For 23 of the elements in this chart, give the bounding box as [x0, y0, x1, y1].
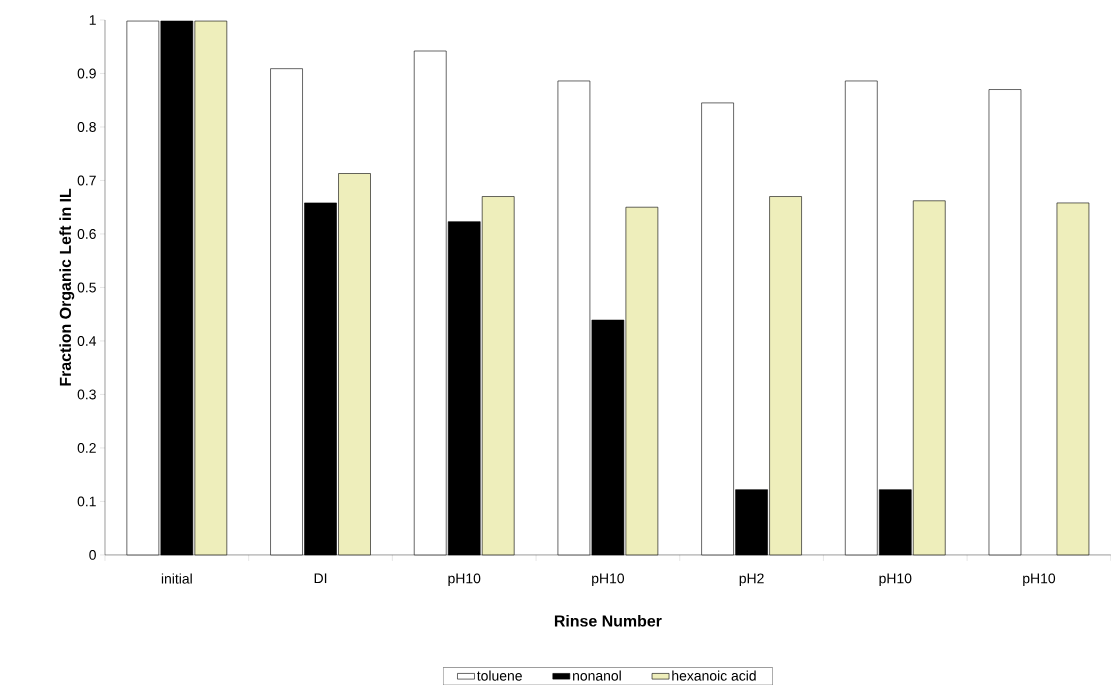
x-axis-title: Rinse Number	[554, 614, 662, 627]
y-tick-label: 0.9	[77, 68, 96, 79]
x-tick-label: pH10	[448, 573, 481, 586]
y-tick-label: 0.2	[77, 442, 96, 453]
x-tick-label: pH2	[739, 573, 764, 586]
x-tick-label: pH10	[879, 573, 912, 586]
x-tick-label: pH10	[1023, 573, 1056, 586]
y-tick-label: 0.3	[77, 389, 96, 400]
y-tick-label: 1	[89, 15, 96, 25]
y-tick-label: 0.7	[77, 175, 96, 186]
x-tick-label: initial	[161, 573, 192, 584]
y-tick-label: 0.5	[77, 282, 96, 293]
y-axis-title: Fraction Organic Left in IL	[59, 188, 75, 386]
y-tick-label: 0.6	[77, 228, 96, 239]
x-tick-label: DI	[314, 573, 327, 583]
y-tick-label: 0.4	[77, 335, 97, 346]
y-tick-label: 0.8	[77, 121, 96, 132]
legend-label: hexanoic acid	[672, 670, 756, 681]
x-tick-label: pH10	[592, 573, 625, 586]
y-tick-label: 0	[89, 549, 96, 560]
y-tick-label: 0.1	[77, 496, 96, 507]
legend-label: nonanol	[573, 670, 621, 681]
legend-label: toluene	[477, 670, 522, 681]
